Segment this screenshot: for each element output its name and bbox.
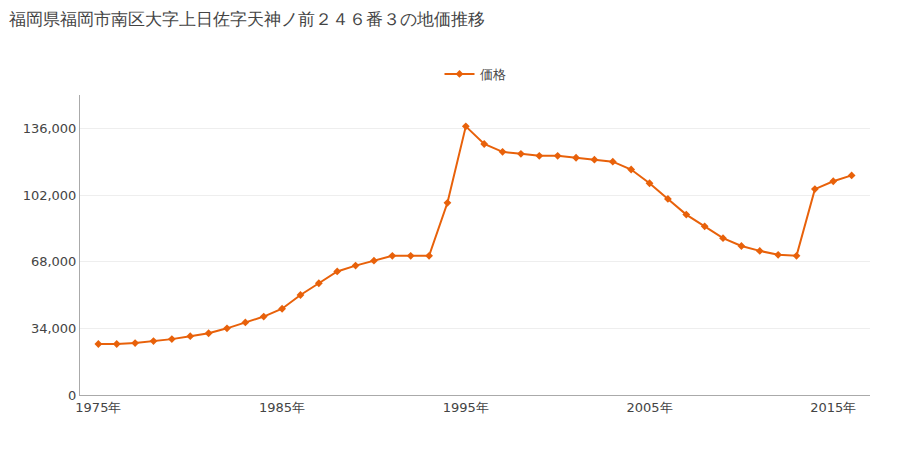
svg-text:102,000: 102,000 <box>23 188 77 203</box>
svg-text:1985年: 1985年 <box>259 400 305 415</box>
svg-text:1975年: 1975年 <box>75 400 121 415</box>
svg-text:価格: 価格 <box>480 67 506 82</box>
svg-text:34,000: 34,000 <box>31 321 77 336</box>
svg-text:1995年: 1995年 <box>443 400 489 415</box>
svg-text:福岡県福岡市南区大字上日佐字天神ノ前２４６番３の地価推移: 福岡県福岡市南区大字上日佐字天神ノ前２４６番３の地価推移 <box>9 9 485 29</box>
svg-text:68,000: 68,000 <box>31 254 77 269</box>
svg-text:0: 0 <box>68 388 76 403</box>
svg-text:2005年: 2005年 <box>626 400 672 415</box>
svg-text:136,000: 136,000 <box>23 121 77 136</box>
svg-text:2015年: 2015年 <box>810 400 856 415</box>
